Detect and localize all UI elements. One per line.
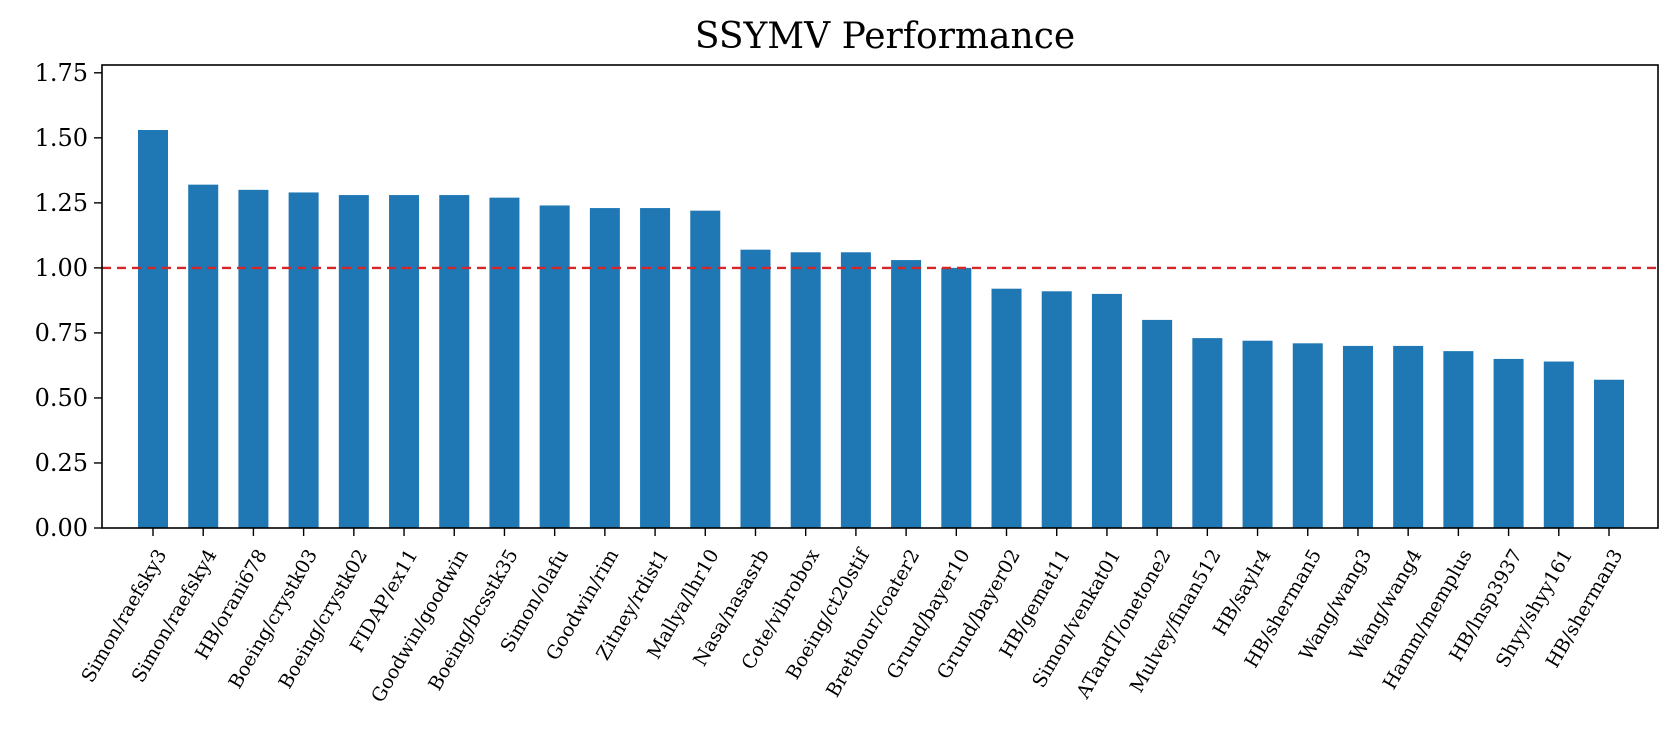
bar — [539, 205, 570, 528]
bar — [489, 197, 520, 529]
x-tick-label: Boeing/bcsstk35 — [424, 546, 523, 695]
bar — [1142, 319, 1173, 528]
y-tick-label: 0.50 — [35, 384, 88, 412]
bar — [840, 252, 871, 529]
y-tick-label: 1.25 — [35, 189, 88, 217]
chart-title: SSYMV Performance — [695, 16, 1075, 57]
bar — [1342, 345, 1373, 528]
bar — [740, 249, 771, 528]
bars-layer — [138, 130, 1624, 529]
x-tick-label: Hamm/memplus — [1379, 546, 1477, 694]
bar — [640, 208, 671, 528]
bar — [991, 288, 1022, 528]
bar — [1041, 291, 1072, 528]
bar — [238, 189, 269, 528]
bar — [1543, 361, 1574, 528]
y-tick-label: 1.50 — [35, 124, 88, 152]
bar — [389, 195, 420, 528]
y-tick-label: 0.25 — [35, 449, 88, 477]
bar — [941, 267, 972, 528]
bar — [690, 210, 721, 529]
bar — [288, 192, 319, 528]
bar — [790, 252, 821, 529]
x-tick-label: Mulvey/finan512 — [1126, 546, 1226, 697]
y-tick-label: 1.00 — [35, 254, 88, 282]
bar — [138, 130, 168, 529]
bar — [439, 195, 470, 528]
y-tick-label: 0.00 — [35, 514, 88, 542]
bar — [1091, 293, 1122, 528]
bar — [1594, 379, 1624, 528]
bar — [188, 184, 219, 529]
bar — [1192, 338, 1223, 528]
bar — [338, 195, 369, 528]
bar — [1493, 358, 1524, 528]
x-axis: Simon/raefsky3Simon/raefsky4HB/orani678B… — [77, 528, 1627, 706]
y-axis: 0.00 0.25 0.50 0.75 1.00 1.25 1.50 1.75 — [35, 59, 102, 542]
bar — [1393, 345, 1424, 528]
x-tick-label: ATandT/onetone2 — [1072, 546, 1176, 704]
bar — [891, 260, 922, 528]
bar — [1292, 343, 1323, 528]
bar — [1242, 340, 1273, 528]
y-tick-label: 0.75 — [35, 319, 88, 347]
plot-frame — [101, 64, 1659, 529]
x-tick-label: Brethour/coater2 — [822, 546, 924, 701]
bar — [589, 208, 620, 528]
y-tick-label: 1.75 — [35, 59, 88, 87]
bar — [1443, 351, 1474, 528]
